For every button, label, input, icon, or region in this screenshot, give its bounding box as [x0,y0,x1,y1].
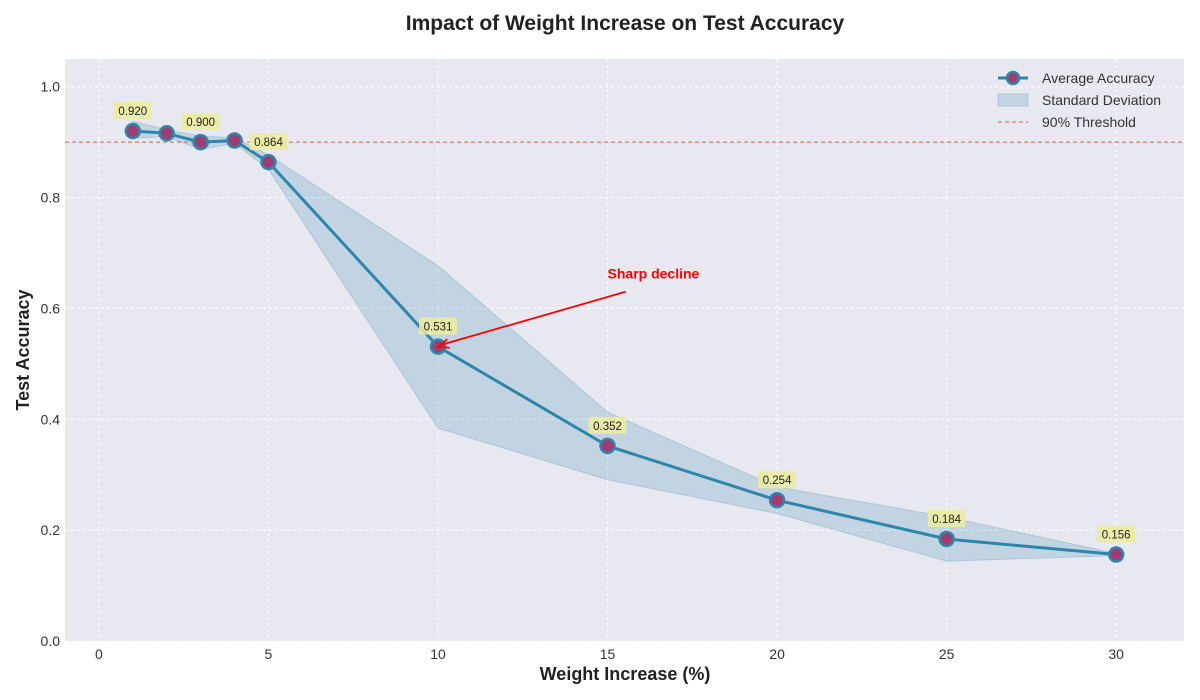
annotation-arrow-shaft [441,290,626,346]
y-tick-label: 0.8 [41,190,61,206]
data-label: 0.156 [1097,525,1136,543]
data-label-text: 0.864 [254,137,283,149]
data-label: 0.920 [113,102,152,120]
legend-band-swatch [997,93,1029,107]
data-label-text: 0.184 [932,514,961,526]
annotation-layer: Sharp decline [435,266,700,349]
legend-label-threshold: 90% Threshold [1042,114,1136,130]
data-label-text: 0.900 [186,117,215,129]
x-tick-label: 25 [939,646,955,662]
data-label-text: 0.531 [424,322,453,334]
y-tick-label: 1.0 [41,79,61,95]
data-label-text: 0.920 [118,106,147,118]
x-tick-label: 15 [600,646,616,662]
data-label-box [927,510,966,528]
data-label: 0.184 [927,510,966,528]
x-tick-label: 0 [95,646,103,662]
data-point [938,530,955,548]
data-point [124,122,142,140]
legend-label-average-accuracy: Average Accuracy [1042,70,1155,86]
y-tick-label: 0.4 [41,411,61,427]
data-label-layer: 0.920 0.900 0.864 0.531 0.352 0.254 0.184 0.156 [113,102,1136,543]
y-axis-label: Test Accuracy [13,289,33,410]
data-point [226,132,243,149]
annotation-arrow-head [435,338,450,349]
y-tick-label: 0.6 [41,300,61,316]
data-label-box [249,133,288,151]
annotation-text: Sharp decline [608,266,700,282]
y-tick-label: 0.2 [41,522,61,538]
data-label-box [181,113,220,131]
data-label-box [419,317,457,335]
data-label-box [1097,525,1136,543]
average-accuracy-line [132,129,1117,557]
data-label-box [588,416,627,434]
data-point [158,125,175,142]
y-tick-label: 0.0 [41,633,61,649]
data-point [1107,546,1125,563]
legend: Average Accuracy Standard Deviation 90% … [997,70,1161,130]
series-line-layer [132,129,1117,557]
data-label-box [113,102,152,120]
data-point [192,133,209,151]
data-label-box [758,471,797,489]
x-tick-label: 10 [430,646,446,662]
tick-label-layer: 0 5 10 15 20 25 30 0.0 0.2 0.4 0.6 0.8 1.0 [41,79,1125,662]
x-axis-label: Weight Increase (%) [540,664,711,684]
x-tick-label: 30 [1108,646,1124,662]
legend-marker-swatch [1005,70,1021,86]
data-label: 0.531 [419,317,457,335]
x-tick-label: 5 [265,646,273,662]
data-label-text: 0.156 [1102,530,1131,542]
data-label: 0.900 [181,113,220,131]
data-point [768,491,786,509]
data-point [599,437,616,455]
data-label: 0.864 [249,133,288,151]
data-point [260,153,277,171]
x-tick-label: 20 [769,646,785,662]
data-label: 0.352 [588,416,627,434]
chart-title: Impact of Weight Increase on Test Accura… [406,12,845,35]
legend-label-standard-deviation: Standard Deviation [1042,92,1161,108]
data-label: 0.254 [758,471,797,489]
data-label-text: 0.254 [763,475,792,487]
data-label-text: 0.352 [593,421,622,433]
marker-layer [124,122,1125,563]
